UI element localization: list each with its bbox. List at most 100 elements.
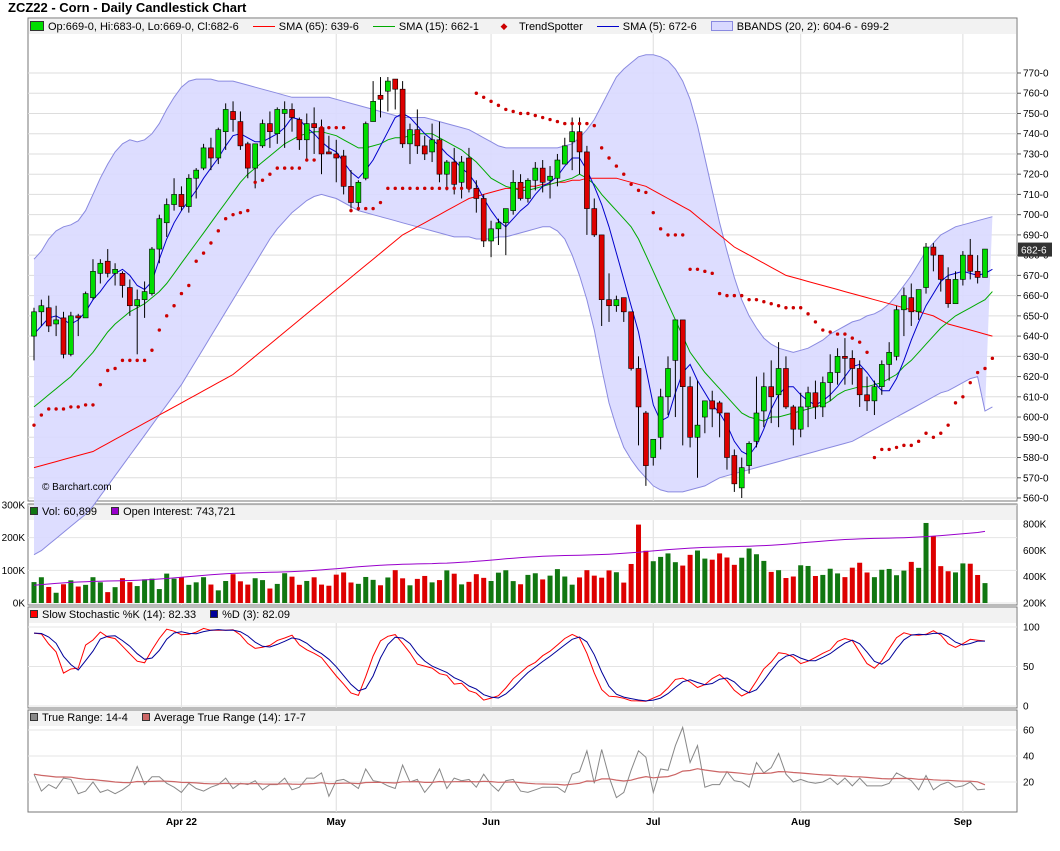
month-label: Sep	[954, 817, 972, 828]
volume-bar-down	[451, 573, 457, 603]
candle-down	[473, 188, 480, 199]
volume-bar-down	[119, 578, 125, 603]
trendspotter-dot	[865, 350, 869, 354]
candle-down	[937, 254, 944, 280]
candle-up	[960, 254, 966, 280]
trendspotter-dot	[622, 172, 626, 176]
volume-legend-text: Open Interest: 743,721	[123, 506, 236, 518]
volume-bar-down	[60, 584, 66, 603]
trendspotter-dot	[415, 186, 420, 191]
trendspotter-dot	[209, 241, 213, 245]
candle-down	[584, 151, 590, 209]
candle-up	[222, 109, 229, 132]
volume-legend-item: Open Interest: 743,721	[111, 505, 236, 519]
trendspotter-dot	[327, 125, 331, 130]
volume-bar-up	[31, 582, 37, 603]
price-legend-item: SMA (15): 662-1	[372, 20, 479, 34]
trendspotter-dot	[282, 166, 287, 170]
candle-down	[340, 155, 347, 187]
volume-bar-up	[83, 584, 89, 603]
candle-down	[974, 271, 981, 278]
trendspotter-dot	[83, 403, 88, 407]
trendspotter-dots	[32, 91, 995, 460]
trendspotter-dot	[703, 269, 707, 274]
volume-bar-down	[333, 574, 339, 603]
open-interest-line	[33, 530, 986, 586]
volume-bar-down	[768, 571, 774, 603]
candle-up	[694, 424, 701, 438]
trendspotter-dot	[164, 314, 169, 318]
candle-up	[613, 299, 620, 307]
barchart-credit: © Barchart.com	[42, 482, 112, 493]
trendspotter-dot	[968, 380, 972, 385]
volume-bar-down	[341, 572, 347, 603]
candle-up	[657, 396, 664, 438]
candle-down	[864, 394, 870, 402]
trendspotter-dot	[408, 186, 412, 191]
price-legend-text: Op:669-0, Hi:683-0, Lo:669-0, Cl:682-6	[48, 21, 239, 33]
candle-up	[702, 400, 708, 418]
trendspotter-dot	[238, 210, 243, 215]
trendspotter-dot	[939, 431, 943, 435]
candle-up	[141, 291, 148, 300]
volume-bar-down	[842, 577, 848, 603]
volume-bar-down	[46, 586, 52, 603]
candle-down	[318, 127, 325, 155]
price-tick-label: 740-0	[1023, 129, 1049, 140]
trendspotter-dot	[740, 293, 744, 298]
volume-bar-down	[975, 574, 981, 603]
trendspotter-dot	[599, 146, 604, 150]
trendspotter-dot	[835, 332, 840, 336]
candle-up	[385, 80, 391, 92]
trendspotter-dot	[592, 123, 596, 128]
volume-bar-down	[481, 577, 487, 603]
price-legend-text: SMA (65): 639-6	[278, 21, 359, 33]
trendspotter-dot	[570, 121, 574, 126]
trendspotter-dot	[990, 356, 995, 361]
trendspotter-dot	[916, 439, 921, 444]
volume-bar-down	[422, 575, 428, 603]
candle-down	[598, 234, 605, 300]
candle-up	[186, 177, 192, 207]
trendspotter-dot	[924, 431, 928, 435]
price-tick-label: 760-0	[1023, 89, 1049, 100]
trendspotter-dot	[725, 293, 729, 298]
volume-bar-up	[894, 575, 900, 603]
candle-down	[230, 111, 236, 120]
volume-bar-down	[643, 550, 649, 603]
volume-bar-down	[414, 578, 420, 603]
volume-bar-up	[694, 550, 700, 603]
candle-down	[75, 315, 82, 319]
volume-bar-up	[554, 569, 560, 603]
month-label: Aug	[791, 817, 810, 828]
candle-up	[112, 269, 118, 274]
tr-legend-swatch	[30, 713, 38, 722]
candle-up	[171, 194, 177, 205]
volume-bar-up	[547, 575, 553, 603]
trendspotter-dot	[172, 304, 176, 308]
volume-panel-header-strip	[29, 505, 1016, 520]
candle-down	[620, 297, 627, 313]
volume-bar-down	[945, 571, 951, 603]
volume-bar-down	[599, 577, 605, 603]
volume-bar-up	[702, 558, 708, 603]
trendspotter-dot	[445, 186, 449, 191]
price-tick-label: 710-0	[1023, 190, 1049, 201]
volume-bar-down	[105, 592, 111, 603]
trendspotter-dot	[518, 111, 523, 116]
true-range-panel	[27, 709, 1018, 813]
volume-bar-up	[407, 585, 413, 603]
volume-bar-down	[127, 582, 133, 603]
candle-up	[554, 159, 561, 179]
volume-bar-down	[930, 536, 936, 603]
candles	[31, 77, 988, 498]
volume-bar-down	[857, 562, 863, 603]
volume-bar-down	[591, 575, 597, 603]
candle-up	[215, 129, 222, 159]
candle-down	[399, 88, 406, 145]
candle-down	[783, 368, 789, 408]
price-tick-label: 730-0	[1023, 149, 1049, 160]
trendspotter-dot	[275, 166, 279, 170]
candle-down	[679, 319, 686, 387]
candle-up	[775, 368, 782, 396]
